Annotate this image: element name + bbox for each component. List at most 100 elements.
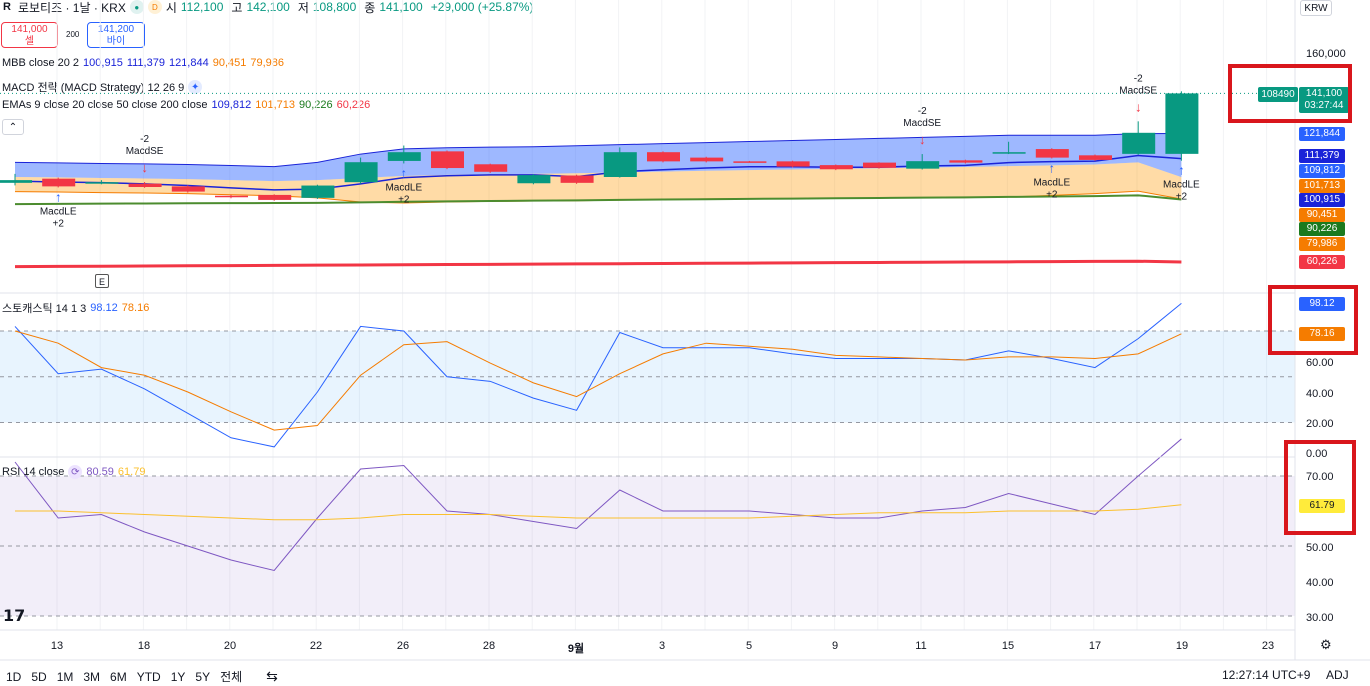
currency-selector[interactable]: KRW xyxy=(1300,0,1332,16)
close-label: 종 xyxy=(364,0,376,15)
stoch-k-badge: 98.12 xyxy=(1299,297,1345,311)
candle-body xyxy=(603,152,637,177)
range-bar: 1D 5D 1M 3M 6M YTD 1Y 5Y 전체 ⇆ xyxy=(6,668,278,685)
refresh-icon[interactable]: ⟳ xyxy=(68,465,83,479)
market-status-icon: ● xyxy=(129,0,144,14)
candle-body xyxy=(647,152,680,162)
mbb-value-3: 121,844 xyxy=(168,57,209,69)
candle-body xyxy=(690,157,724,162)
indicator-value-badge: 121,844 xyxy=(1299,127,1345,141)
clock[interactable]: 12:27:14 UTC+9 xyxy=(1222,668,1311,682)
long-arrow-icon: ↑ xyxy=(55,189,62,204)
rsi-tick: 30.00 xyxy=(1306,612,1334,624)
indicator-value-badge: 101,713 xyxy=(1299,179,1345,193)
ema-value-1: 109,812 xyxy=(211,99,252,111)
time-axis-label: 28 xyxy=(482,640,496,652)
time-axis-label: 15 xyxy=(1001,640,1015,652)
settings-gear-icon[interactable]: ⚙ xyxy=(1320,637,1332,652)
highlight-box-rsi xyxy=(1284,440,1356,535)
highlight-box-stoch xyxy=(1268,285,1358,355)
rsi-ma-line xyxy=(15,504,1182,521)
data-delay-badge[interactable]: D xyxy=(147,0,162,14)
time-axis-label: 22 xyxy=(309,640,323,652)
sell-label: 셀 xyxy=(24,36,35,47)
candle-body xyxy=(431,151,464,169)
long-signal-label: MacdLE xyxy=(1163,180,1200,191)
candle-body xyxy=(258,194,292,200)
candle-body xyxy=(1035,149,1069,158)
earnings-flag[interactable]: E xyxy=(95,274,109,288)
buy-button[interactable]: 141,200 바이 xyxy=(87,22,145,48)
range-1m[interactable]: 1M xyxy=(56,669,74,684)
range-5y[interactable]: 5Y xyxy=(195,669,211,684)
candle-body xyxy=(560,175,594,183)
long-signal-qty: +2 xyxy=(1176,192,1188,203)
range-6m[interactable]: 6M xyxy=(110,669,127,684)
stoch-tick: 40.00 xyxy=(1306,388,1334,400)
range-5d[interactable]: 5D xyxy=(31,669,47,684)
rsi-value: 80.59 xyxy=(86,466,114,478)
candle-body xyxy=(171,186,205,192)
symbol-title[interactable]: 로보티즈 · 1날 · KRX xyxy=(17,0,126,15)
short-signal-label: MacdSE xyxy=(1119,85,1157,96)
range-3m[interactable]: 3M xyxy=(83,669,101,684)
low-value: 108,800 xyxy=(312,0,357,14)
last-price-badge: 141,100 03:27:44 xyxy=(1299,87,1349,113)
change-value: +29,000 (+25.87%) xyxy=(430,0,534,14)
macd-legend[interactable]: MACD 전략 (MACD Strategy) 12 26 9 ✦ xyxy=(2,79,203,95)
time-axis-label: 17 xyxy=(1088,640,1102,652)
macd-name: MACD 전략 (MACD Strategy) 12 26 9 xyxy=(2,82,185,94)
range-1y[interactable]: 1Y xyxy=(170,669,186,684)
indicator-value-badge: 90,451 xyxy=(1299,208,1345,222)
mbb-legend[interactable]: MBB close 20 2 100,915 111,379 121,844 9… xyxy=(2,57,284,69)
candle-body xyxy=(301,185,335,198)
strategy-report-icon[interactable]: ✦ xyxy=(188,80,203,94)
time-axis-label: 19 xyxy=(1175,640,1189,652)
time-axis-label: 13 xyxy=(50,640,64,652)
stoch-d-value: 78.16 xyxy=(121,302,150,314)
collapse-legend-button[interactable]: ⌃ xyxy=(2,119,24,135)
stoch-k-line xyxy=(14,302,1182,448)
price-tick: 160,000 xyxy=(1306,48,1346,60)
short-arrow-icon: ↓ xyxy=(919,132,926,147)
long-signal-qty: +2 xyxy=(1046,189,1058,200)
candle-body xyxy=(733,161,767,163)
range-1d[interactable]: 1D xyxy=(6,669,22,684)
candle-body xyxy=(0,180,32,183)
short-signal-qty: -2 xyxy=(1134,73,1143,84)
price-pane: ↑MacdLE+2↑MacdLE+2↑MacdLE+2↑MacdLE+2-2Ma… xyxy=(0,73,1295,269)
highlight-box-price xyxy=(1228,64,1352,123)
candle-body xyxy=(344,162,378,183)
candle-body xyxy=(776,161,810,167)
mbb-value-5: 79,986 xyxy=(250,57,285,69)
rsi-legend[interactable]: RSI 14 close ⟳ 80.59 61.79 xyxy=(2,465,145,479)
goto-date-icon[interactable]: ⇆ xyxy=(266,668,278,684)
long-signal-qty: +2 xyxy=(398,194,410,205)
tradingview-watermark-icon: 𝟭𝟳 xyxy=(3,608,26,625)
buy-label: 바이 xyxy=(106,36,126,47)
bar-countdown: 03:27:44 xyxy=(1304,100,1344,111)
rsi-pane xyxy=(0,438,1295,617)
mbb-value-1: 100,915 xyxy=(83,57,123,69)
range-all[interactable]: 전체 xyxy=(220,670,243,684)
short-arrow-icon: ↓ xyxy=(141,160,148,175)
rsi-tick: 40.00 xyxy=(1306,577,1334,589)
rsi-band xyxy=(0,476,1295,616)
stoch-legend[interactable]: 스토캐스틱 14 1 3 98.12 78.16 xyxy=(2,300,149,316)
short-signal-label: MacdSE xyxy=(126,146,164,157)
high-label: 고 xyxy=(231,0,243,15)
high-value: 142,100 xyxy=(246,0,290,14)
emas-legend[interactable]: EMAs 9 close 20 close 50 close 200 close… xyxy=(2,99,370,111)
long-signal-label: MacdLE xyxy=(40,206,77,217)
candle-body xyxy=(819,165,853,170)
grid xyxy=(56,0,1268,630)
candle-body xyxy=(85,182,119,184)
candle-body xyxy=(517,175,551,184)
indicator-value-badge: 111,379 xyxy=(1299,149,1345,163)
range-ytd[interactable]: YTD xyxy=(136,669,161,684)
stochastic-pane xyxy=(0,302,1295,448)
long-signal-label: MacdLE xyxy=(1033,177,1070,188)
adjust-button[interactable]: ADJ xyxy=(1326,668,1349,682)
stoch-tick: 60.00 xyxy=(1306,357,1334,369)
